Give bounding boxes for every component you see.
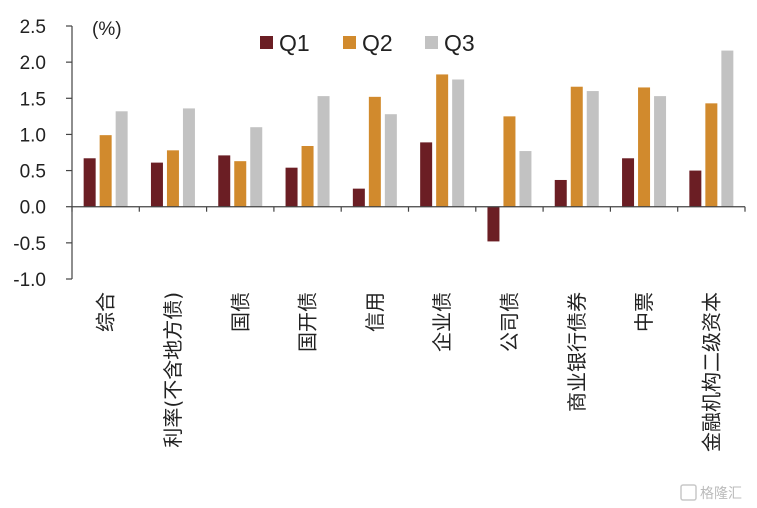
watermark: 格隆汇 (680, 484, 742, 502)
bar-q1-2 (218, 155, 231, 207)
bar-q2-7 (570, 86, 583, 207)
bar-q1-1 (150, 162, 163, 207)
y-tick-label: 1.5 (20, 89, 46, 110)
bar-q2-8 (638, 87, 651, 207)
bar-q2-3 (301, 145, 314, 207)
legend-swatch-q2 (343, 36, 356, 49)
bar-q1-8 (622, 158, 635, 207)
legend-label-q1: Q1 (279, 30, 310, 56)
category-label: 国债 (228, 292, 252, 332)
x-axis (71, 206, 746, 212)
y-tick-label: -0.5 (13, 234, 46, 255)
bar-q1-0 (83, 158, 96, 207)
y-tick-label: 2.5 (20, 17, 46, 38)
legend-swatch-q1 (260, 36, 273, 49)
category-label: 公司债 (497, 292, 521, 352)
legend-label-q3: Q3 (444, 30, 475, 56)
category-label: 商业银行债券 (565, 292, 589, 412)
bar-q3-9 (721, 50, 734, 207)
bar-q2-2 (234, 161, 247, 207)
bar-q3-0 (115, 111, 128, 207)
category-label: 综合 (94, 292, 118, 332)
y-tick-label: 0.0 (20, 198, 46, 219)
y-tick-label: 0.5 (20, 162, 46, 183)
y-axis: 2.5 2.0 1.5 1.0 0.5 0.0 -0.5 -1.0 (13, 17, 73, 291)
bars-group (83, 50, 734, 242)
bar-q3-8 (654, 96, 667, 207)
watermark-text: 格隆汇 (700, 486, 742, 502)
y-tick-label: 2.0 (20, 53, 46, 74)
bar-q3-7 (586, 91, 599, 207)
y-tick-label: -1.0 (13, 270, 46, 291)
bar-q3-5 (452, 79, 465, 207)
bar-q2-6 (503, 116, 516, 207)
bar-q3-3 (317, 96, 330, 207)
bar-q1-9 (689, 170, 702, 207)
bar-q1-6 (487, 206, 500, 242)
bar-q2-1 (166, 150, 179, 207)
bar-q2-0 (99, 135, 112, 207)
legend-label-q2: Q2 (362, 30, 393, 56)
category-label: 利率(不含地方债) (161, 292, 185, 448)
category-label: 国开债 (296, 292, 320, 352)
bar-q2-5 (436, 74, 449, 207)
bar-q1-3 (285, 167, 298, 207)
bar-q1-4 (352, 188, 365, 207)
bar-q3-1 (182, 108, 195, 207)
bar-q2-4 (368, 96, 381, 207)
category-label: 金融机构二级资本 (699, 292, 723, 452)
category-label: 中票 (632, 292, 656, 332)
category-label: 信用 (363, 292, 387, 332)
legend-swatch-q3 (425, 36, 438, 49)
bar-q1-7 (554, 179, 567, 207)
bar-q2-9 (705, 103, 718, 207)
bar-q3-2 (250, 127, 263, 207)
category-label: 企业债 (430, 292, 454, 352)
legend: Q1 Q2 Q3 (260, 30, 475, 56)
y-tick-label: 1.0 (20, 125, 46, 146)
bar-q1-5 (420, 142, 433, 207)
bar-q3-6 (519, 151, 532, 207)
category-labels: 综合 利率(不含地方债) 国债 国开债 信用 企业债 公司债 商业银行债券 中票 金融机构二级资本 (94, 292, 724, 452)
unit-label: (%) (92, 19, 122, 40)
watermark-logo-icon (680, 484, 697, 501)
bar-q3-4 (384, 114, 397, 207)
